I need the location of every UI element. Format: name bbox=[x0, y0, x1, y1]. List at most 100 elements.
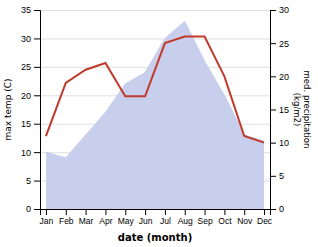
x-tick: Jan bbox=[40, 209, 54, 226]
y2-tick-label: 15 bbox=[279, 105, 289, 115]
y2-tick-mark bbox=[270, 43, 276, 44]
line bbox=[46, 37, 264, 143]
x-tick-mark bbox=[264, 209, 265, 215]
y2-tick: 30 bbox=[270, 5, 289, 15]
y-tick-mark bbox=[34, 38, 40, 39]
y-tick-mark bbox=[34, 209, 40, 210]
x-tick: Apr bbox=[99, 209, 112, 226]
x-tick: Jun bbox=[139, 209, 153, 226]
y2-tick-mark bbox=[270, 176, 276, 177]
y2-tick-label: 25 bbox=[279, 39, 289, 49]
x-tick-label: Jan bbox=[40, 216, 54, 226]
y2-tick-mark bbox=[270, 209, 276, 210]
y-tick: 35 bbox=[21, 5, 40, 15]
y-tick: 30 bbox=[21, 34, 40, 44]
y-axis-title: max temp (C) bbox=[3, 78, 13, 140]
y2-tick: 0 bbox=[270, 204, 284, 214]
x-tick-mark bbox=[66, 209, 67, 215]
y2-axis-title-line: (kg/m2) bbox=[292, 93, 302, 127]
plot: Jan Feb Mar Apr May Jun Jul Aug Sep Oct Nov Dec 0 5 10… bbox=[3, 5, 312, 243]
x-tick-mark bbox=[86, 209, 87, 215]
y-tick: 5 bbox=[26, 176, 40, 186]
y2-tick: 10 bbox=[270, 138, 289, 148]
x-tick: Mar bbox=[79, 209, 94, 226]
y-tick-mark bbox=[34, 152, 40, 153]
x-tick-label: Jul bbox=[160, 216, 171, 226]
y-tick: 0 bbox=[26, 204, 40, 214]
x-tick-mark bbox=[224, 209, 225, 215]
marks bbox=[46, 21, 264, 209]
y-tick-mark bbox=[34, 67, 40, 68]
x-tick-label: Jun bbox=[139, 216, 153, 226]
y2-tick: 20 bbox=[270, 72, 289, 82]
y-tick-label: 0 bbox=[26, 204, 31, 214]
x-tick: Feb bbox=[59, 209, 74, 226]
y-tick-label: 15 bbox=[21, 119, 31, 129]
x-tick: Sep bbox=[198, 209, 213, 226]
y-tick-label: 30 bbox=[21, 34, 31, 44]
y2-tick-mark bbox=[270, 143, 276, 144]
y-axis: 0 5 10 15 20 25 30 35 bbox=[21, 5, 41, 214]
y-tick-label: 20 bbox=[21, 91, 31, 101]
y2-tick: 15 bbox=[270, 105, 289, 115]
x-tick: Dec bbox=[257, 209, 273, 226]
x-tick-mark bbox=[145, 209, 146, 215]
x-tick-label: Sep bbox=[198, 216, 213, 226]
x-tick-label: Aug bbox=[178, 216, 193, 226]
y-tick: 15 bbox=[21, 119, 40, 129]
x-axis: Jan Feb Mar Apr May Jun Jul Aug Sep Oct Nov Dec bbox=[40, 209, 273, 226]
y2-tick-label: 5 bbox=[279, 171, 284, 181]
y2-axis-title: med. precipitation(kg/m2) bbox=[292, 71, 312, 149]
x-tick-label: Feb bbox=[59, 216, 74, 226]
y2-axis-title-line: med. precipitation bbox=[302, 71, 312, 149]
y2-tick-label: 20 bbox=[279, 72, 289, 82]
x-tick: Oct bbox=[218, 209, 232, 226]
y-tick-label: 25 bbox=[21, 62, 31, 72]
y-tick-label: 5 bbox=[26, 176, 31, 186]
x-tick-label: Mar bbox=[79, 216, 94, 226]
y-tick-mark bbox=[34, 95, 40, 96]
x-tick-label: Nov bbox=[237, 216, 253, 226]
y2-tick-mark bbox=[270, 10, 276, 11]
x-tick-mark bbox=[244, 209, 245, 215]
x-tick-label: Oct bbox=[218, 216, 232, 226]
y2-tick-label: 0 bbox=[279, 204, 284, 214]
x-tick: Jul bbox=[160, 209, 171, 226]
y2-axis: 0 5 10 15 20 25 30 bbox=[270, 5, 289, 214]
y-tick-mark bbox=[34, 124, 40, 125]
x-tick-mark bbox=[205, 209, 206, 215]
x-tick-mark bbox=[46, 209, 47, 215]
grid bbox=[40, 11, 270, 210]
chart: Jan Feb Mar Apr May Jun Jul Aug Sep Oct Nov Dec 0 5 10… bbox=[0, 0, 318, 247]
y2-axis-line bbox=[271, 11, 277, 210]
grid-tick bbox=[40, 10, 270, 11]
grid-tick bbox=[40, 38, 270, 39]
x-tick-mark bbox=[105, 209, 106, 215]
x-tick: May bbox=[118, 209, 135, 226]
grid-line bbox=[40, 38, 270, 39]
area-line bbox=[46, 21, 264, 157]
y-axis-line bbox=[34, 11, 41, 210]
x-tick-label: Dec bbox=[257, 216, 273, 226]
x-tick-mark bbox=[125, 209, 126, 215]
y-tick: 20 bbox=[21, 91, 40, 101]
x-tick: Aug bbox=[178, 209, 193, 226]
y-tick-mark bbox=[34, 10, 40, 11]
x-tick-mark bbox=[185, 209, 186, 215]
y2-tick-mark bbox=[270, 76, 276, 77]
y-tick-label: 10 bbox=[21, 148, 31, 158]
y-tick: 25 bbox=[21, 62, 40, 72]
y2-tick-label: 30 bbox=[279, 5, 289, 15]
y-tick-label: 35 bbox=[21, 5, 31, 15]
x-tick-label: May bbox=[118, 216, 135, 226]
y2-tick-label: 10 bbox=[279, 138, 289, 148]
x-tick-mark bbox=[165, 209, 166, 215]
y-tick: 10 bbox=[21, 148, 40, 158]
x-axis-title: date (month) bbox=[118, 232, 192, 243]
x-tick-label: Apr bbox=[99, 216, 112, 226]
y-tick-mark bbox=[34, 181, 40, 182]
y2-tick: 5 bbox=[270, 171, 284, 181]
x-axis-line bbox=[41, 210, 271, 216]
y2-tick-mark bbox=[270, 110, 276, 111]
y2-tick: 25 bbox=[270, 39, 289, 49]
